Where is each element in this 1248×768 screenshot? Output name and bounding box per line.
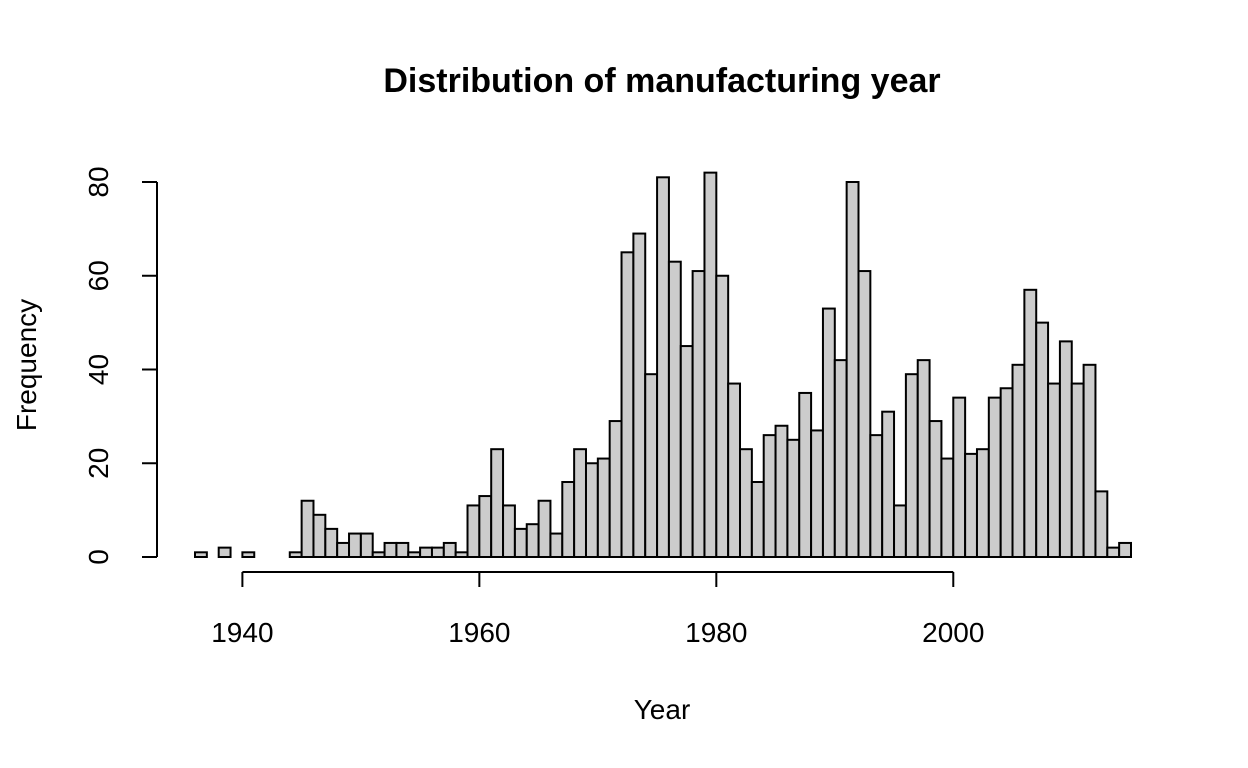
histogram-bar	[1058, 340, 1073, 559]
histogram-bar	[194, 551, 208, 558]
histogram-bar	[1047, 382, 1061, 558]
histogram-bar	[288, 551, 303, 558]
histogram-bar	[691, 270, 706, 558]
histogram-bar	[656, 176, 670, 558]
histogram-bar	[964, 452, 978, 559]
histogram-bar	[999, 387, 1014, 558]
histogram-bar	[525, 523, 540, 559]
histogram-bar	[1106, 546, 1121, 559]
histogram-bar	[893, 504, 907, 559]
histogram-bar	[810, 429, 824, 558]
histogram-bar	[928, 420, 943, 558]
histogram-bar	[336, 541, 351, 559]
histogram-bar	[703, 171, 718, 559]
histogram-bar	[798, 391, 813, 558]
histogram-bar	[395, 541, 410, 559]
histogram-bar	[952, 396, 967, 559]
x-tick-label: 1940	[211, 617, 273, 648]
histogram-bar	[549, 532, 564, 558]
histogram-bar	[940, 457, 955, 558]
histogram-bar	[881, 410, 896, 558]
histogram-bar	[857, 270, 872, 558]
histogram-bar	[762, 434, 777, 559]
histogram-bar	[466, 504, 481, 559]
histogram-bar	[632, 232, 647, 558]
histogram-bar	[620, 251, 635, 558]
histogram-bar	[833, 359, 848, 559]
histogram-bar	[739, 448, 753, 558]
histogram-bar	[1118, 541, 1133, 559]
y-axis-label: Frequency	[11, 299, 42, 431]
histogram-bar	[821, 307, 836, 558]
histogram-bar	[1011, 363, 1026, 558]
histogram-bar	[644, 373, 659, 558]
histogram-bar	[1082, 363, 1097, 558]
x-tick-label: 2000	[922, 617, 984, 648]
y-tick-label: 40	[83, 354, 114, 385]
histogram-bar	[407, 551, 422, 558]
x-axis-label: Year	[634, 694, 691, 725]
histogram-bar	[904, 373, 919, 558]
histogram-bar	[573, 448, 587, 558]
histogram-bar	[584, 462, 599, 558]
histogram-bar	[300, 499, 315, 558]
x-axis: 1940 1960 1980 2000	[211, 571, 984, 648]
histogram-bar	[312, 513, 327, 558]
histogram-bar	[975, 448, 990, 558]
histogram-bar	[478, 495, 493, 558]
histogram-bar	[596, 457, 611, 558]
histogram-bar	[845, 181, 860, 558]
histogram-bar	[1094, 490, 1109, 559]
histogram-bar	[561, 481, 576, 558]
histogram-bar	[727, 382, 742, 558]
histogram-bar	[869, 434, 884, 559]
histogram-bar	[679, 345, 694, 558]
histogram-bar	[442, 541, 457, 559]
histogram-bar	[715, 274, 730, 558]
bars-group	[194, 171, 1133, 559]
histogram-bar	[1070, 382, 1085, 558]
histogram-bar	[490, 448, 505, 558]
histogram-bar	[916, 359, 931, 559]
histogram-bar	[383, 541, 398, 559]
histogram-bar	[371, 551, 386, 558]
histogram-bar	[217, 546, 232, 559]
histogram-bar	[359, 532, 374, 558]
histogram-bar	[1035, 321, 1050, 559]
histogram-bar	[750, 481, 765, 558]
histogram-bar	[241, 551, 256, 558]
histogram-bar	[430, 546, 445, 559]
y-tick-label: 80	[83, 166, 114, 197]
histogram-bar	[537, 499, 552, 558]
histogram-bar	[1023, 288, 1038, 558]
histogram-bar	[774, 424, 789, 558]
x-tick-label: 1980	[685, 617, 747, 648]
y-tick-label: 0	[83, 549, 114, 565]
y-tick-label: 60	[83, 260, 114, 291]
y-axis: 0 20 40 60 80	[83, 166, 158, 565]
histogram-bar	[454, 551, 469, 558]
histogram-bar	[419, 546, 433, 559]
histogram-bar	[786, 438, 801, 558]
y-tick-label: 20	[83, 448, 114, 479]
histogram-bar	[502, 504, 516, 559]
histogram-bar	[608, 420, 623, 558]
x-tick-label: 1960	[448, 617, 510, 648]
histogram-bar	[324, 527, 339, 559]
histogram-bar	[513, 527, 528, 559]
histogram-bar	[348, 532, 362, 558]
chart-title: Distribution of manufacturing year	[383, 62, 940, 100]
histogram-bar	[987, 396, 1002, 559]
histogram-bar	[667, 260, 682, 558]
